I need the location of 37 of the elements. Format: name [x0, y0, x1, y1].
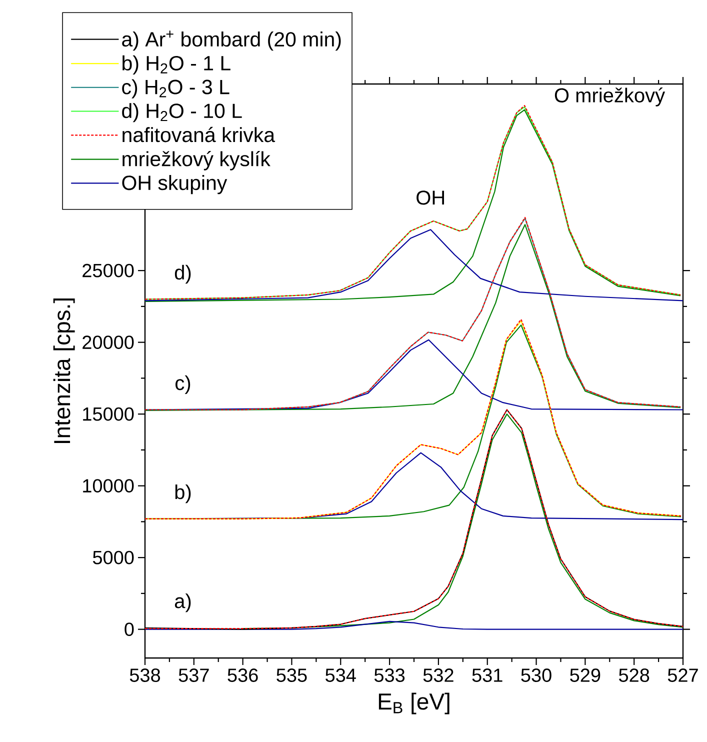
x-tick-label: 528: [619, 668, 650, 682]
legend-label: OH skupiny: [122, 175, 228, 194]
annotation: OH: [416, 190, 444, 205]
y-tick-label: 15000: [83, 407, 134, 421]
x-tick-label: 531: [472, 668, 502, 682]
line-series: [144, 620, 683, 630]
annotation: a): [174, 594, 191, 612]
annotation: c): [176, 375, 190, 394]
annotation: d): [174, 264, 191, 284]
y-tick-label: 5000: [92, 550, 134, 564]
x-tick-label: 537: [178, 668, 209, 682]
x-tick-label: 538: [130, 668, 160, 682]
annotation: b): [175, 484, 191, 504]
legend-label: a) Ar$^{+}$ bombard (20 min): [122, 30, 341, 51]
y-tick-label: 25000: [82, 264, 134, 278]
x-tick-label: 527: [668, 668, 698, 682]
line-series: [144, 229, 683, 302]
legend-label: b) H$_{2}$O - 1 L: [122, 55, 230, 75]
line-series: [144, 452, 683, 520]
x-tick-label: 530: [521, 668, 552, 682]
x-tick-label: 535: [276, 668, 307, 682]
legend-label: c) H$_{2}$O - 3 L: [122, 79, 230, 98]
x-tick-label: 534: [326, 668, 356, 682]
x-axis-title: E$_{B}$ [eV]: [378, 692, 450, 714]
line-series: [242, 413, 683, 630]
legend-label: d) H$_{2}$O - 10 L: [122, 103, 242, 122]
y-tick-label: 10000: [83, 479, 134, 493]
x-tick-label: 529: [570, 668, 600, 682]
annotation: O mriežkový: [554, 88, 666, 106]
y-tick-label: 20000: [82, 336, 134, 350]
legend-label: mriežkový kyslík: [122, 150, 270, 170]
x-tick-label: 532: [423, 668, 454, 682]
y-axis-title: Intenzita [cps.]: [53, 298, 75, 444]
legend-label: nafitovaná krivka: [122, 126, 276, 142]
y-tick-label: 0: [124, 622, 134, 636]
x-tick-label: 536: [228, 668, 258, 682]
x-tick-label: 533: [374, 668, 405, 682]
